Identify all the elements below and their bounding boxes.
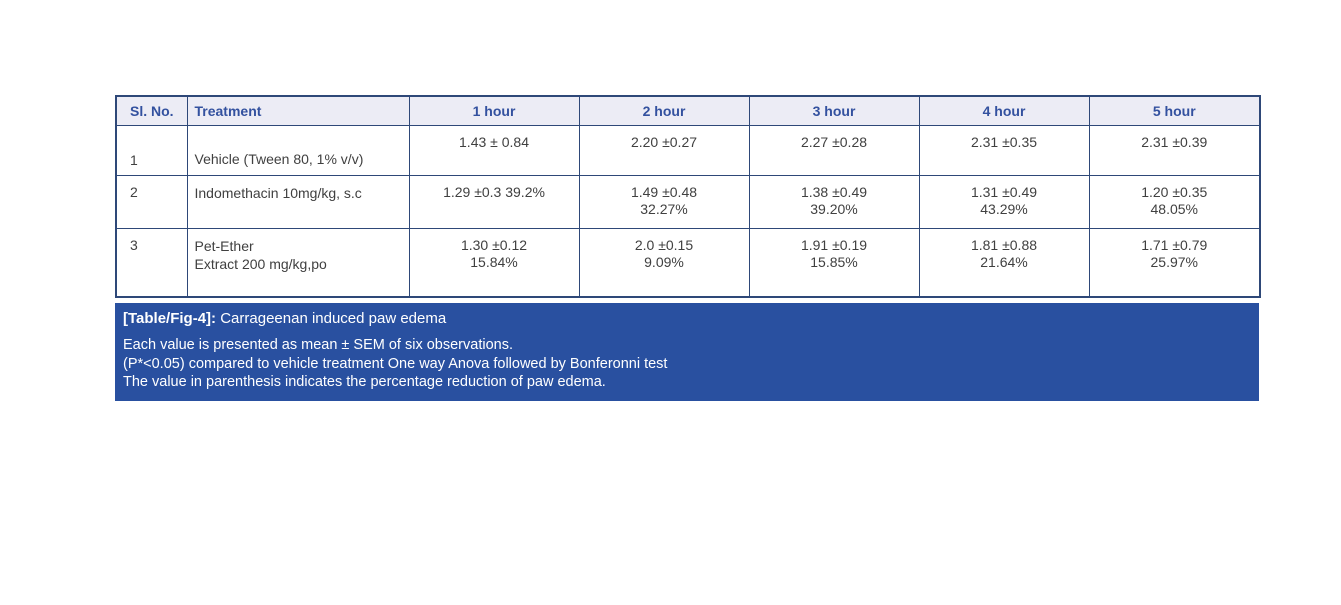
- mean-sem-value: 1.49 ±0.48: [630, 183, 698, 200]
- paw-edema-figure: Sl. No. Treatment 1 hour 2 hour 3 hour 4…: [115, 95, 1261, 401]
- percent-reduction-value: 43.29%: [980, 200, 1028, 217]
- table-header-row: Sl. No. Treatment 1 hour 2 hour 3 hour 4…: [115, 95, 1261, 126]
- treatment-line: Vehicle (Tween 80, 1% v/v): [194, 150, 364, 167]
- mean-sem-value: 1.38 ±0.49: [800, 183, 868, 200]
- value-cell-5h: 1.20 ±0.35 48.05%: [1088, 174, 1261, 229]
- value-cell-4h: 1.81 ±0.88 21.64%: [918, 227, 1090, 298]
- mean-sem-value: 2.31 ±0.35: [970, 133, 1038, 150]
- value-cell-3h: 1.91 ±0.19 15.85%: [748, 227, 920, 298]
- caption-label: [Table/Fig-4]:: [123, 310, 217, 327]
- mean-sem-value: 2.20 ±0.27: [630, 133, 698, 150]
- value-cell-4h: 2.31 ±0.35: [918, 124, 1090, 176]
- mean-sem-value: 1.71 ±0.79: [1141, 236, 1208, 253]
- percent-reduction-value: 48.05%: [1150, 200, 1198, 217]
- value-cell-2h: 2.20 ±0.27: [578, 124, 750, 176]
- caption-note: Each value is presented as mean ± SEM of…: [123, 337, 513, 353]
- percent-reduction-value: 15.84%: [470, 253, 518, 270]
- header-cell-2-hour: 2 hour: [578, 95, 750, 126]
- percent-reduction-value: 15.85%: [810, 253, 858, 270]
- header-cell-3-hour: 3 hour: [748, 95, 920, 126]
- percent-reduction-value: 25.97%: [1150, 253, 1198, 270]
- percent-reduction-value: 21.64%: [980, 253, 1028, 270]
- table-row-pet-ether: 3 Pet-Ether Extract 200 mg/kg,po 1.30 ±0…: [115, 227, 1261, 298]
- mean-sem-value: 1.29 ±0.3 39.2%: [443, 183, 545, 200]
- value-cell-5h: 2.31 ±0.39: [1088, 124, 1261, 176]
- sl-no-cell: 3: [115, 227, 188, 298]
- mean-sem-value: 2.31 ±0.39: [1141, 133, 1208, 150]
- value-cell-4h: 1.31 ±0.49 43.29%: [918, 174, 1090, 229]
- value-cell-5h: 1.71 ±0.79 25.97%: [1088, 227, 1261, 298]
- mean-sem-value: 1.20 ±0.35: [1141, 183, 1208, 200]
- table-caption-panel: [Table/Fig-4]: Carrageenan induced paw e…: [115, 303, 1259, 401]
- mean-sem-value: 1.81 ±0.88: [970, 236, 1038, 253]
- sl-no-cell: 2: [115, 174, 188, 229]
- mean-sem-value: 1.30 ±0.12: [460, 236, 528, 253]
- value-cell-2h: 1.49 ±0.48 32.27%: [578, 174, 750, 229]
- sl-no-cell: 1: [115, 124, 188, 176]
- mean-sem-value: 2.27 ±0.28: [800, 133, 868, 150]
- caption-note: The value in parenthesis indicates the p…: [123, 374, 606, 390]
- header-cell-1-hour: 1 hour: [408, 95, 580, 126]
- header-cell-5-hour: 5 hour: [1088, 95, 1261, 126]
- caption-notes: Each value is presented as mean ± SEM of…: [123, 336, 1247, 392]
- caption-title: [Table/Fig-4]: Carrageenan induced paw e…: [123, 310, 1247, 327]
- table-row-vehicle: 1 Vehicle (Tween 80, 1% v/v) 1.43 ± 0.84…: [115, 124, 1261, 176]
- table-row-indomethacin: 2 Indomethacin 10mg/kg, s.c 1.29 ±0.3 39…: [115, 174, 1261, 229]
- percent-reduction-value: 39.20%: [810, 200, 858, 217]
- value-cell-3h: 2.27 ±0.28: [748, 124, 920, 176]
- mean-sem-value: 2.0 ±0.15: [634, 236, 694, 253]
- treatment-line: Pet-Ether: [194, 237, 254, 254]
- value-cell-3h: 1.38 ±0.49 39.20%: [748, 174, 920, 229]
- header-cell-treatment: Treatment: [186, 95, 410, 126]
- paw-edema-table: Sl. No. Treatment 1 hour 2 hour 3 hour 4…: [115, 95, 1261, 298]
- treatment-cell: Vehicle (Tween 80, 1% v/v): [186, 124, 410, 176]
- treatment-cell: Pet-Ether Extract 200 mg/kg,po: [186, 227, 410, 298]
- percent-reduction-value: 32.27%: [640, 200, 688, 217]
- header-cell-sl-no: Sl. No.: [115, 95, 188, 126]
- caption-title-text: Carrageenan induced paw edema: [220, 310, 447, 327]
- percent-reduction-value: 9.09%: [644, 253, 684, 270]
- header-cell-4-hour: 4 hour: [918, 95, 1090, 126]
- mean-sem-value: 1.43 ± 0.84: [459, 133, 529, 150]
- treatment-line: Extract 200 mg/kg,po: [194, 255, 327, 272]
- treatment-cell: Indomethacin 10mg/kg, s.c: [186, 174, 410, 229]
- mean-sem-value: 1.91 ±0.19: [800, 236, 868, 253]
- value-cell-1h: 1.29 ±0.3 39.2%: [408, 174, 580, 229]
- value-cell-2h: 2.0 ±0.15 9.09%: [578, 227, 750, 298]
- treatment-line: Indomethacin 10mg/kg, s.c: [194, 184, 362, 201]
- mean-sem-value: 1.31 ±0.49: [970, 183, 1038, 200]
- value-cell-1h: 1.30 ±0.12 15.84%: [408, 227, 580, 298]
- value-cell-1h: 1.43 ± 0.84: [408, 124, 580, 176]
- caption-note: (P*<0.05) compared to vehicle treatment …: [123, 355, 668, 372]
